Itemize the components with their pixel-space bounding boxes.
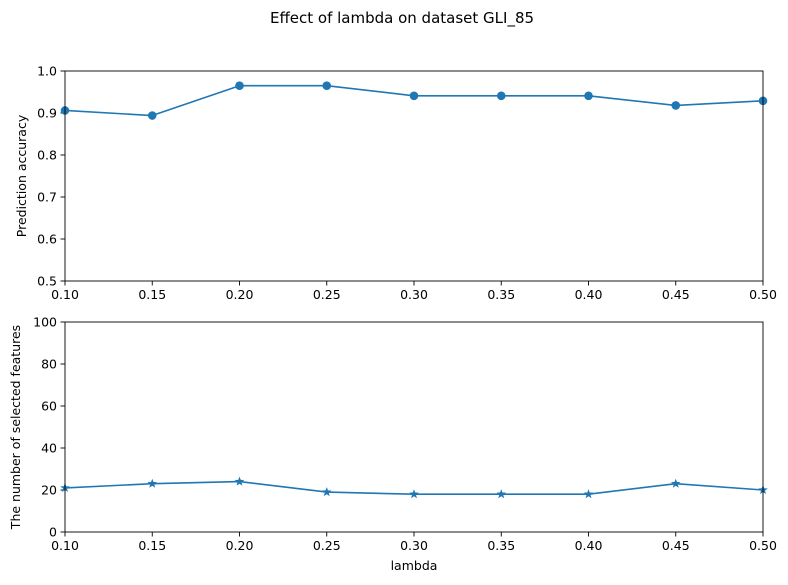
data-point	[234, 476, 245, 486]
x-tick-label: 0.50	[749, 538, 777, 553]
y-tick-label: 60	[41, 399, 57, 414]
axes-frame	[64, 321, 764, 533]
data-point	[584, 91, 593, 101]
y-tick-label: 0.9	[37, 106, 57, 121]
data-point	[147, 478, 158, 488]
data-point	[496, 91, 506, 101]
features-subplot: 0.10 0.15 0.20 0.25 0.30 0.35 0.40 0.45 0.50 0 20 4…	[8, 315, 777, 574]
x-tick-label: 0.20	[226, 287, 254, 302]
axes-frame	[64, 70, 764, 282]
y-tick-label: 0.7	[37, 190, 57, 205]
x-tick-label: 0.35	[487, 538, 515, 553]
data-point	[583, 489, 594, 499]
data-point	[670, 478, 681, 488]
x-tick-label: 0.25	[313, 538, 341, 553]
accuracy-subplot: 0.10 0.15 0.20 0.25 0.30 0.35 0.40 0.45 0.50 0.5 0…	[14, 64, 777, 303]
y-tick-label: 0	[49, 525, 57, 540]
x-axis-label: lambda	[391, 558, 438, 573]
y-tick-label: 20	[41, 483, 57, 498]
data-point	[409, 489, 419, 499]
x-tick-label: 0.10	[51, 287, 79, 302]
x-tick-label: 0.50	[749, 287, 777, 302]
y-tick-label: 100	[33, 315, 57, 330]
y-tick-label: 0.6	[37, 232, 57, 247]
y-axis-label: The number of selected features	[8, 325, 23, 530]
x-tick-label: 0.10	[51, 538, 79, 553]
data-point	[496, 489, 507, 499]
y-tick-label: 40	[41, 441, 57, 456]
x-tick-label: 0.15	[138, 538, 166, 553]
figure-title: Effect of lambda on dataset GLI_85	[270, 9, 534, 28]
y-tick-label: 80	[41, 357, 57, 372]
x-tick-label: 0.45	[662, 538, 690, 553]
x-tick-label: 0.30	[400, 287, 428, 302]
data-point	[409, 91, 419, 101]
x-tick-label: 0.35	[487, 287, 515, 302]
x-tick-label: 0.40	[575, 538, 603, 553]
x-tick-label: 0.30	[400, 538, 428, 553]
data-point	[235, 81, 244, 90]
data-point	[147, 111, 157, 120]
data-point	[321, 487, 332, 497]
x-tick-label: 0.45	[662, 287, 690, 302]
y-tick-label: 0.5	[37, 274, 57, 289]
data-point	[322, 81, 332, 90]
y-tick-label: 0.8	[37, 148, 57, 163]
x-tick-label: 0.15	[138, 287, 166, 302]
x-tick-label: 0.20	[226, 538, 254, 553]
x-tick-label: 0.40	[575, 287, 603, 302]
y-tick-label: 1.0	[37, 64, 57, 79]
y-axis-label: Prediction accuracy	[14, 114, 29, 237]
x-tick-label: 0.25	[313, 287, 341, 302]
data-point	[671, 101, 681, 110]
